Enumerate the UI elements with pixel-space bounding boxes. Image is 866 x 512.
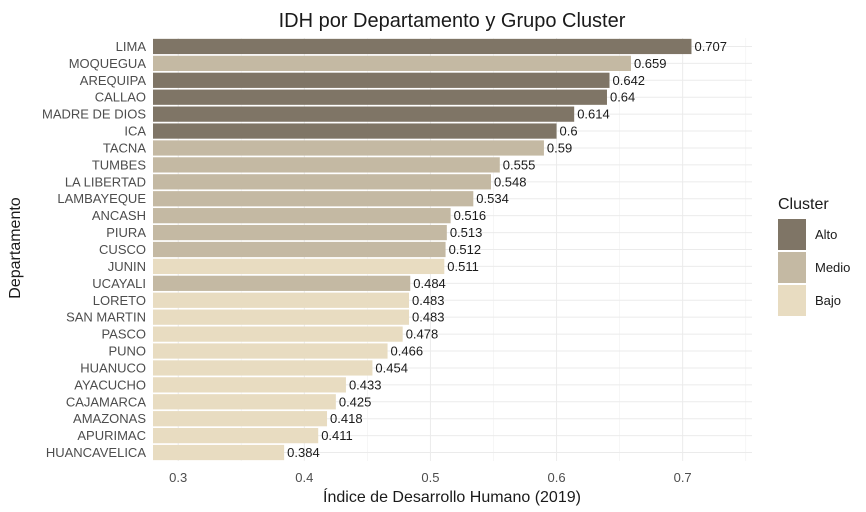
bar-ancash xyxy=(153,208,451,224)
x-axis-tick-labels: 0.3 0.4 0.5 0.6 0.7 xyxy=(169,470,691,485)
y-tick-label: UCAYALI xyxy=(92,276,146,291)
legend-label-medio: Medio xyxy=(815,260,850,275)
bar-huancavelica xyxy=(153,444,285,461)
bar-lambayeque xyxy=(153,191,474,207)
bar-value-label: 0.384 xyxy=(287,445,320,460)
y-tick-label: TACNA xyxy=(103,140,146,155)
bar-ica xyxy=(153,123,557,139)
legend-key-alto xyxy=(778,219,806,250)
bar-value-label: 0.555 xyxy=(503,157,536,172)
legend-label-bajo: Bajo xyxy=(815,293,841,308)
bar-value-label: 0.466 xyxy=(391,344,424,359)
y-tick-label: TUMBES xyxy=(92,157,147,172)
bar-lima xyxy=(153,38,692,55)
bar-value-label: 0.614 xyxy=(577,107,610,122)
y-tick-label: CUSCO xyxy=(99,242,146,257)
y-tick-label: CAJAMARCA xyxy=(66,394,147,409)
y-tick-label: ANCASH xyxy=(92,208,146,223)
bar-value-label: 0.64 xyxy=(610,90,635,105)
bar-la-libertad xyxy=(153,174,491,190)
y-tick-label: PASCO xyxy=(101,327,146,342)
bar-value-label: 0.6 xyxy=(560,124,578,139)
bar-value-label: 0.707 xyxy=(694,39,727,54)
y-tick-label: AREQUIPA xyxy=(80,73,147,88)
legend: Cluster Alto Medio Bajo xyxy=(778,196,850,316)
bar-value-label: 0.59 xyxy=(547,140,572,155)
bar-amazonas xyxy=(153,411,328,427)
y-tick-label: PIURA xyxy=(106,225,146,240)
bar-value-label: 0.411 xyxy=(321,428,353,443)
y-tick-label: LIMA xyxy=(116,39,147,54)
bar-value-label: 0.418 xyxy=(330,411,363,426)
bar-pasco xyxy=(153,326,403,342)
bar-value-label: 0.511 xyxy=(447,259,479,274)
bar-tumbes xyxy=(153,157,500,173)
bar-value-label: 0.548 xyxy=(494,174,527,189)
x-axis-title: Índice de Desarrollo Humano (2019) xyxy=(323,487,581,506)
y-tick-label: MADRE DE DIOS xyxy=(42,107,146,122)
bar-puno xyxy=(153,343,388,359)
bar-cajamarca xyxy=(153,394,336,410)
x-tick-label: 0.5 xyxy=(421,470,439,485)
bar-value-label: 0.433 xyxy=(349,377,382,392)
bar-value-label: 0.513 xyxy=(450,225,483,240)
y-tick-label: MOQUEGUA xyxy=(69,56,147,71)
bar-junin xyxy=(153,258,445,275)
bar-value-label: 0.512 xyxy=(449,242,482,257)
x-tick-label: 0.4 xyxy=(295,470,313,485)
x-tick-label: 0.6 xyxy=(547,470,565,485)
legend-key-bajo xyxy=(778,285,806,316)
bar-moquegua xyxy=(153,55,631,71)
y-tick-label: LORETO xyxy=(93,293,146,308)
y-tick-label: LA LIBERTAD xyxy=(65,174,146,189)
bar-piura xyxy=(153,224,447,241)
bar-apurimac xyxy=(153,428,319,444)
bar-value-label: 0.484 xyxy=(413,276,446,291)
bar-tacna xyxy=(153,140,544,156)
bar-value-label: 0.478 xyxy=(406,327,439,342)
bar-huanuco xyxy=(153,360,373,376)
chart-title: IDH por Departamento y Grupo Cluster xyxy=(279,10,626,32)
bar-ayacucho xyxy=(153,377,346,393)
bar-value-label: 0.483 xyxy=(412,293,445,308)
y-tick-label: AMAZONAS xyxy=(73,411,146,426)
bar-value-labels: 0.707 0.659 0.642 0.640.614 0.60.59 0.555 0.54… xyxy=(287,39,727,460)
bar-value-label: 0.642 xyxy=(613,73,646,88)
y-tick-label: AYACUCHO xyxy=(74,377,146,392)
bar-value-label: 0.516 xyxy=(454,208,487,223)
y-tick-label: HUANCAVELICA xyxy=(46,445,147,460)
bar-callao xyxy=(153,89,607,105)
bar-ucayali xyxy=(153,275,411,291)
bar-value-label: 0.483 xyxy=(412,310,445,325)
x-tick-label: 0.3 xyxy=(169,470,187,485)
bars xyxy=(153,38,692,461)
y-tick-label: ICA xyxy=(124,124,146,139)
y-tick-label: LAMBAYEQUE xyxy=(57,191,146,206)
legend-label-alto: Alto xyxy=(815,227,837,242)
y-tick-label: SAN MARTIN xyxy=(66,310,146,325)
legend-title: Cluster xyxy=(778,196,829,213)
y-axis-title: Departamento xyxy=(7,197,24,298)
y-tick-label: HUANUCO xyxy=(80,360,146,375)
bar-loreto xyxy=(153,292,409,308)
y-tick-label: APURIMAC xyxy=(77,428,146,443)
bar-arequipa xyxy=(153,72,610,88)
y-tick-label: JUNIN xyxy=(108,259,146,274)
bar-value-label: 0.659 xyxy=(634,56,667,71)
bar-value-label: 0.454 xyxy=(375,360,408,375)
y-tick-label: CALLAO xyxy=(95,90,146,105)
bar-value-label: 0.425 xyxy=(339,394,372,409)
y-tick-label: PUNO xyxy=(108,344,146,359)
y-axis-tick-labels: LIMA MOQUEGUA AREQUIPA CALLAO MADRE DE DIOS I… xyxy=(42,39,146,460)
bar-cusco xyxy=(153,241,446,258)
bar-san-martin xyxy=(153,309,409,325)
bar-value-label: 0.534 xyxy=(476,191,509,206)
x-tick-label: 0.7 xyxy=(674,470,692,485)
legend-key-medio xyxy=(778,252,806,283)
bar-madre-de-dios xyxy=(153,106,575,122)
